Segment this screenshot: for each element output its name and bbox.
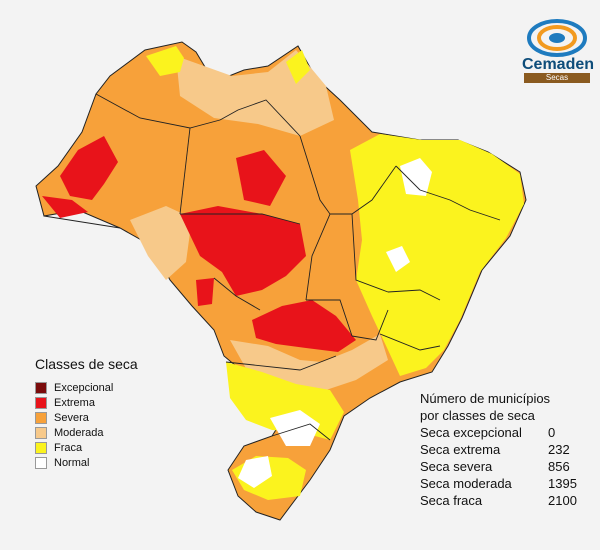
state-borders bbox=[43, 93, 501, 441]
stats-value: 2100 bbox=[548, 493, 577, 508]
legend-label: Excepcional bbox=[54, 381, 114, 394]
moderate-region-west bbox=[130, 206, 192, 280]
logo-subtitle: Secas bbox=[524, 73, 590, 83]
weak-region-northeast bbox=[350, 134, 524, 376]
stats-label: Seca excepcional bbox=[420, 425, 522, 440]
legend-item: Extrema bbox=[35, 395, 205, 410]
drought-legend: Classes de seca Excepcional Extrema Seve… bbox=[35, 356, 205, 470]
extreme-region-para bbox=[236, 150, 286, 206]
normal-region-bahia bbox=[400, 158, 432, 196]
weak-region-amapa bbox=[286, 50, 310, 84]
extreme-region-ms-goias bbox=[252, 300, 356, 352]
legend-label: Severa bbox=[54, 411, 89, 424]
stats-row: Seca fraca 2100 bbox=[420, 492, 590, 509]
legend-item: Moderada bbox=[35, 425, 205, 440]
stats-value: 856 bbox=[548, 459, 570, 474]
stats-value: 232 bbox=[548, 442, 570, 457]
weak-region-roraima bbox=[146, 46, 184, 76]
legend-label: Normal bbox=[54, 456, 90, 469]
normal-region-se bbox=[386, 246, 410, 272]
legend-swatch bbox=[35, 411, 47, 424]
logo-name: Cemaden bbox=[522, 56, 595, 73]
legend-item: Excepcional bbox=[35, 380, 205, 395]
legend-label: Extrema bbox=[54, 396, 95, 409]
municipality-stats: Número de municípios por classes de seca… bbox=[420, 390, 590, 509]
normal-region-parana bbox=[270, 410, 320, 446]
extreme-region-acre bbox=[42, 196, 88, 218]
legend-swatch bbox=[35, 396, 47, 409]
legend-swatch bbox=[35, 441, 47, 454]
stats-title-line1: Número de municípios bbox=[420, 391, 551, 406]
extreme-region-amazonas bbox=[60, 136, 118, 200]
stats-label: Seca fraca bbox=[420, 493, 483, 508]
stats-value: 0 bbox=[548, 425, 556, 440]
extreme-region-mato-grosso bbox=[180, 206, 306, 296]
stats-row: Seca severa 856 bbox=[420, 458, 590, 475]
legend-swatch bbox=[35, 456, 47, 469]
legend-label: Moderada bbox=[54, 426, 104, 439]
legend-label: Fraca bbox=[54, 441, 83, 454]
legend-swatch bbox=[35, 426, 47, 439]
stats-label: Seca severa bbox=[420, 459, 493, 474]
legend-item: Severa bbox=[35, 410, 205, 425]
legend-item: Fraca bbox=[35, 440, 205, 455]
legend-title: Classes de seca bbox=[35, 356, 138, 372]
cemaden-logo: Cemaden Secas bbox=[522, 18, 595, 84]
stats-label: Seca moderada bbox=[420, 476, 512, 491]
cemaden-logo-icon bbox=[527, 19, 587, 57]
normal-region-rs bbox=[238, 456, 272, 488]
extreme-region-rondonia bbox=[196, 278, 214, 306]
stats-row: Seca extrema 232 bbox=[420, 441, 590, 458]
stats-row: Seca moderada 1395 bbox=[420, 475, 590, 492]
stats-row: Seca excepcional 0 bbox=[420, 424, 590, 441]
legend-swatch bbox=[35, 381, 47, 394]
stats-label: Seca extrema bbox=[420, 442, 501, 457]
legend-item: Normal bbox=[35, 455, 205, 470]
stats-title-line2: por classes de seca bbox=[420, 408, 535, 423]
stats-value: 1395 bbox=[548, 476, 577, 491]
